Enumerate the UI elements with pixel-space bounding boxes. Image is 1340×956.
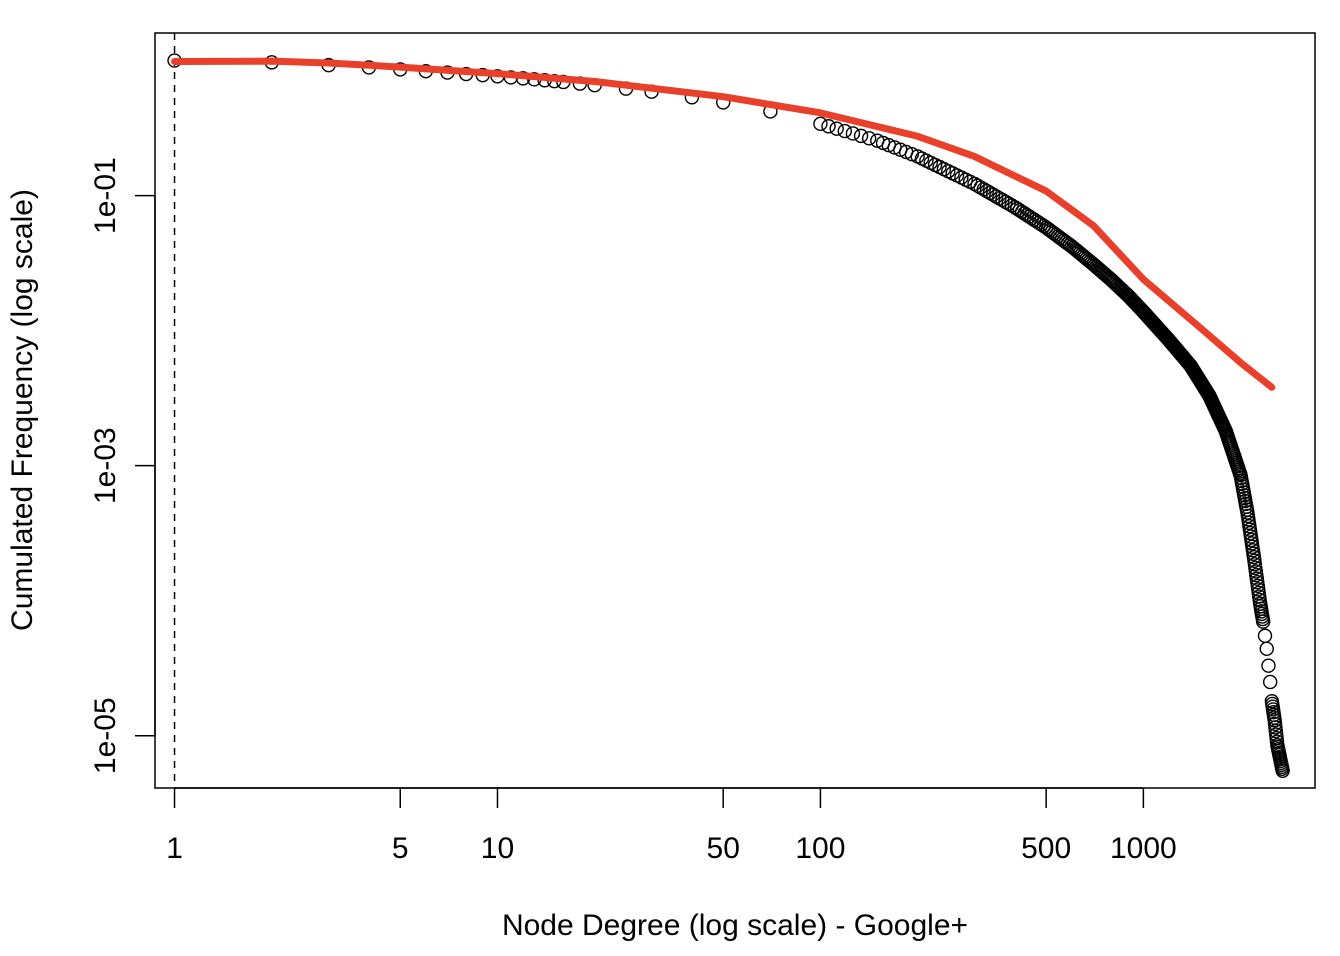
data-point (821, 119, 836, 134)
y-axis-label: Cumulated Frequency (log scale) (6, 189, 39, 631)
plot-frame (154, 32, 1316, 789)
data-point (1259, 641, 1274, 657)
y-tick-label: 1e-05 (89, 697, 122, 774)
data-point (1261, 658, 1276, 673)
data-point (829, 121, 844, 136)
data-point (1275, 763, 1290, 778)
y-tick-label: 1e-03 (89, 427, 122, 504)
y-tick-label: 1e-01 (89, 157, 122, 234)
x-tick-label: 500 (1021, 832, 1071, 865)
x-tick-label: 100 (795, 832, 845, 865)
data-point (1255, 614, 1271, 629)
fitted-line (171, 57, 1276, 391)
x-tick-label: 1 (166, 832, 183, 865)
x-axis-label: Node Degree (log scale) - Google+ (502, 909, 968, 942)
x-tick-label: 5 (392, 832, 409, 865)
data-point (813, 116, 828, 132)
data-point (845, 126, 861, 141)
data-point (837, 123, 852, 139)
data-point (861, 131, 877, 146)
data-point (1257, 628, 1273, 643)
data-point (853, 128, 869, 144)
x-tick-label: 50 (707, 832, 740, 865)
x-axis: 1 5 10 50 100 500 1000 (166, 787, 1177, 865)
data-point (1262, 674, 1278, 690)
x-tick-label: 10 (481, 832, 514, 865)
x-tick-label: 1000 (1110, 832, 1177, 865)
y-axis: 1e-05 1e-03 1e-01 (89, 157, 156, 774)
